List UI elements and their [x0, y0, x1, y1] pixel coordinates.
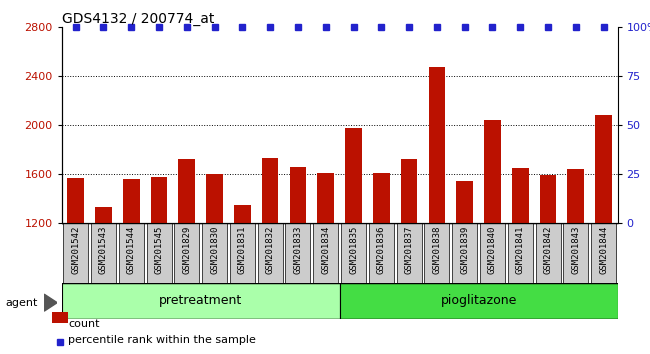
Bar — [428, 67, 445, 223]
Polygon shape — [44, 294, 57, 311]
Bar — [317, 173, 334, 223]
Bar — [508, 223, 533, 283]
Text: GSM201837: GSM201837 — [404, 226, 413, 274]
Text: GSM201835: GSM201835 — [349, 226, 358, 274]
Bar — [206, 174, 223, 223]
Text: GSM201833: GSM201833 — [293, 226, 302, 274]
Text: GSM201542: GSM201542 — [71, 226, 80, 274]
Bar — [452, 223, 477, 283]
Bar — [424, 223, 449, 283]
Text: count: count — [68, 319, 99, 329]
Text: GSM201545: GSM201545 — [155, 226, 164, 274]
Text: GSM201842: GSM201842 — [543, 226, 552, 274]
Bar — [313, 223, 338, 283]
Bar — [63, 223, 88, 283]
Text: GSM201840: GSM201840 — [488, 226, 497, 274]
Text: GSM201829: GSM201829 — [182, 226, 191, 274]
Bar — [540, 175, 556, 223]
Bar — [345, 129, 362, 223]
Text: GSM201834: GSM201834 — [321, 226, 330, 274]
Bar — [62, 283, 339, 319]
Bar — [91, 223, 116, 283]
Bar — [285, 223, 311, 283]
Bar — [341, 223, 366, 283]
Bar — [595, 115, 612, 223]
Text: pretreatment: pretreatment — [159, 295, 242, 307]
Text: GSM201832: GSM201832 — [266, 226, 275, 274]
Bar — [564, 223, 588, 283]
Bar — [567, 169, 584, 223]
Text: percentile rank within the sample: percentile rank within the sample — [68, 335, 256, 345]
Bar — [484, 120, 500, 223]
Bar — [290, 166, 306, 223]
Text: GSM201839: GSM201839 — [460, 226, 469, 274]
Bar — [401, 159, 417, 223]
Text: GSM201843: GSM201843 — [571, 226, 580, 274]
Bar — [373, 173, 389, 223]
Text: GSM201830: GSM201830 — [210, 226, 219, 274]
Bar — [512, 168, 528, 223]
Bar — [146, 223, 172, 283]
Bar — [119, 223, 144, 283]
Text: GSM201543: GSM201543 — [99, 226, 108, 274]
Text: pioglitazone: pioglitazone — [441, 295, 517, 307]
Text: GSM201844: GSM201844 — [599, 226, 608, 274]
Bar — [123, 179, 140, 223]
Bar — [151, 177, 167, 223]
Bar — [262, 158, 278, 223]
Text: GSM201841: GSM201841 — [515, 226, 525, 274]
Text: GSM201838: GSM201838 — [432, 226, 441, 274]
Text: GDS4132 / 200774_at: GDS4132 / 200774_at — [62, 12, 214, 27]
Bar — [179, 159, 195, 223]
Bar — [396, 223, 422, 283]
Bar — [536, 223, 560, 283]
Bar — [174, 223, 200, 283]
Text: GSM201544: GSM201544 — [127, 226, 136, 274]
Bar — [230, 223, 255, 283]
Text: GSM201831: GSM201831 — [238, 226, 247, 274]
Bar — [234, 205, 251, 223]
Bar — [456, 181, 473, 223]
Bar — [591, 223, 616, 283]
Text: agent: agent — [5, 298, 38, 308]
Text: GSM201836: GSM201836 — [377, 226, 386, 274]
Bar — [339, 283, 618, 319]
Bar — [202, 223, 227, 283]
Bar — [369, 223, 394, 283]
Bar — [480, 223, 505, 283]
Bar — [95, 207, 112, 223]
Bar — [68, 178, 84, 223]
Bar — [257, 223, 283, 283]
